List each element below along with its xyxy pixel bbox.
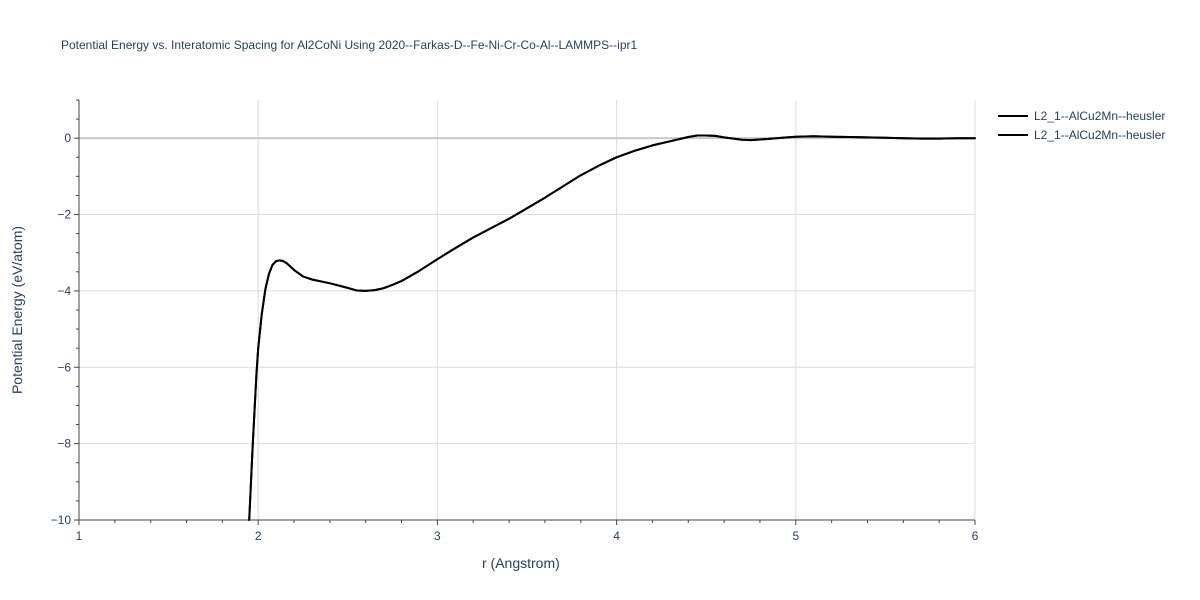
x-tick-label: 3 <box>434 529 441 543</box>
y-tick-label: −8 <box>57 437 71 451</box>
legend-label: L2_1--AlCu2Mn--heusler <box>1034 127 1166 142</box>
legend-label: L2_1--AlCu2Mn--heusler <box>1034 108 1166 123</box>
legend-item[interactable]: L2_1--AlCu2Mn--heusler <box>998 125 1165 144</box>
series-line <box>248 134 976 521</box>
y-tick-label: −4 <box>57 284 71 298</box>
y-tick-label: −6 <box>57 360 71 374</box>
series-lines <box>248 134 976 521</box>
legend-item[interactable]: L2_1--AlCu2Mn--heusler <box>998 106 1165 125</box>
axes: 1 2 3 4 5 6 −10 −8 −6 −4 −2 0 <box>51 99 979 543</box>
x-tick-label: 1 <box>76 529 83 543</box>
chart-title: Potential Energy vs. Interatomic Spacing… <box>61 38 638 52</box>
legend-swatch <box>998 114 1028 117</box>
y-axis-label: Potential Energy (eV/atom) <box>9 226 25 394</box>
x-tick-label: 6 <box>972 529 979 543</box>
y-tick-label: −2 <box>57 208 71 222</box>
x-tick-label: 4 <box>613 529 620 543</box>
series-line <box>248 134 976 521</box>
x-tick-label: 2 <box>255 529 262 543</box>
legend-swatch <box>998 133 1028 136</box>
y-tick-label: 0 <box>64 131 71 145</box>
legend: L2_1--AlCu2Mn--heusler L2_1--AlCu2Mn--he… <box>998 106 1165 144</box>
grid <box>79 100 976 520</box>
y-tick-label: −10 <box>51 513 72 527</box>
x-axis-label: r (Angstrom) <box>482 555 560 571</box>
x-tick-label: 5 <box>792 529 799 543</box>
